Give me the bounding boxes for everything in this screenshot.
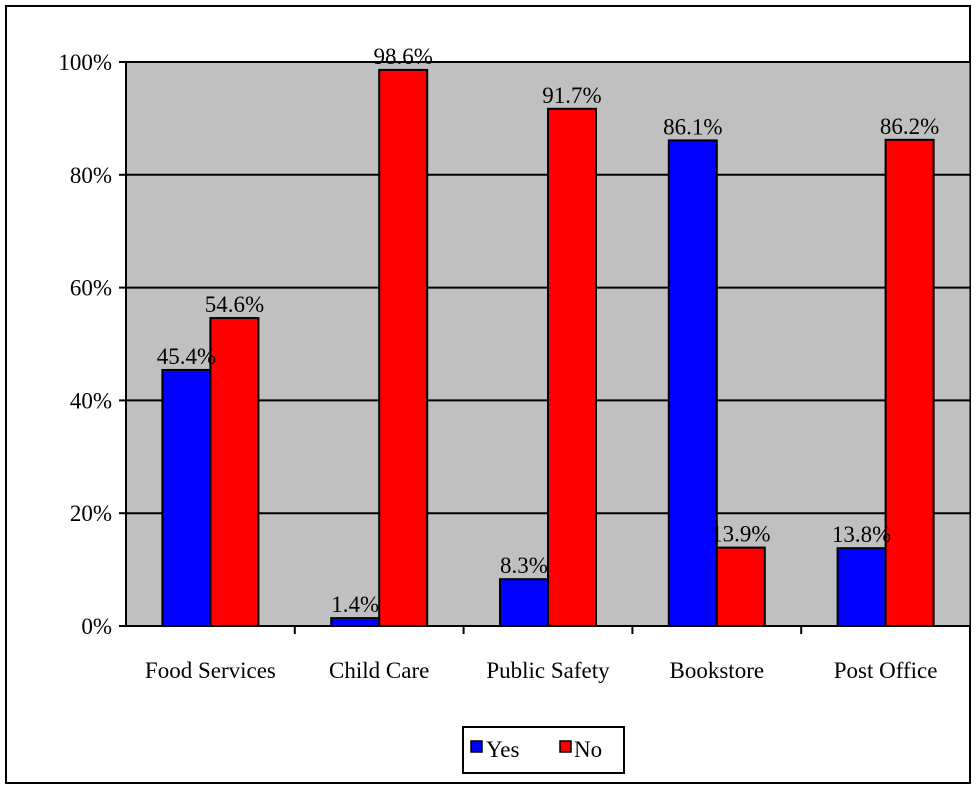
y-axis: 0% 20% 40% 60% 80% 100%: [58, 50, 127, 639]
y-tick-label: 40%: [70, 388, 112, 413]
data-label: 98.6%: [373, 44, 432, 69]
legend-label-yes: Yes: [486, 737, 520, 762]
x-category-label: Public Safety: [486, 658, 610, 683]
data-label: 8.3%: [500, 553, 548, 578]
bar-no-public-safety: [547, 107, 597, 627]
x-category-label: Food Services: [145, 658, 276, 683]
x-category-label: Post Office: [834, 658, 938, 683]
bar-yes-post-office: [836, 547, 887, 628]
x-category-label: Child Care: [329, 658, 429, 683]
legend-swatch-no: [559, 740, 572, 753]
bar-no-bookstore: [715, 546, 766, 627]
data-label: 1.4%: [331, 592, 379, 617]
data-label: 54.6%: [205, 292, 264, 317]
bar-no-food-services: [209, 317, 260, 627]
bar-no-child-care: [378, 68, 429, 627]
x-category-label: Bookstore: [670, 658, 765, 683]
x-axis: Food Services Child Care Public Safety Book…: [126, 625, 971, 683]
legend-label-no: No: [574, 737, 602, 762]
bars: [161, 68, 935, 628]
y-tick-label: 0%: [81, 614, 112, 639]
legend-swatch-yes: [470, 740, 483, 753]
bar-yes-bookstore: [667, 139, 718, 627]
legend-box: [462, 726, 625, 774]
data-label: 91.7%: [542, 83, 601, 108]
bar-no-post-office: [884, 138, 935, 627]
y-tick-label: 80%: [70, 163, 112, 188]
data-label: 13.8%: [832, 522, 891, 547]
data-label: 45.4%: [157, 344, 216, 369]
data-label: 13.9%: [711, 522, 770, 547]
bar-yes-child-care: [330, 617, 381, 628]
data-label: 86.1%: [663, 114, 722, 139]
y-tick-label: 100%: [58, 50, 112, 75]
y-tick-label: 60%: [70, 276, 112, 301]
bar-yes-food-services: [161, 368, 212, 627]
y-tick-label: 20%: [70, 501, 112, 526]
data-labels: 45.4% 54.6% 1.4% 98.6% 8.3% 91.7% 86.1% 13.9% 13…: [157, 44, 940, 617]
legend: Yes No: [462, 726, 625, 774]
data-label: 86.2%: [880, 114, 939, 139]
bar-yes-public-safety: [499, 578, 549, 627]
